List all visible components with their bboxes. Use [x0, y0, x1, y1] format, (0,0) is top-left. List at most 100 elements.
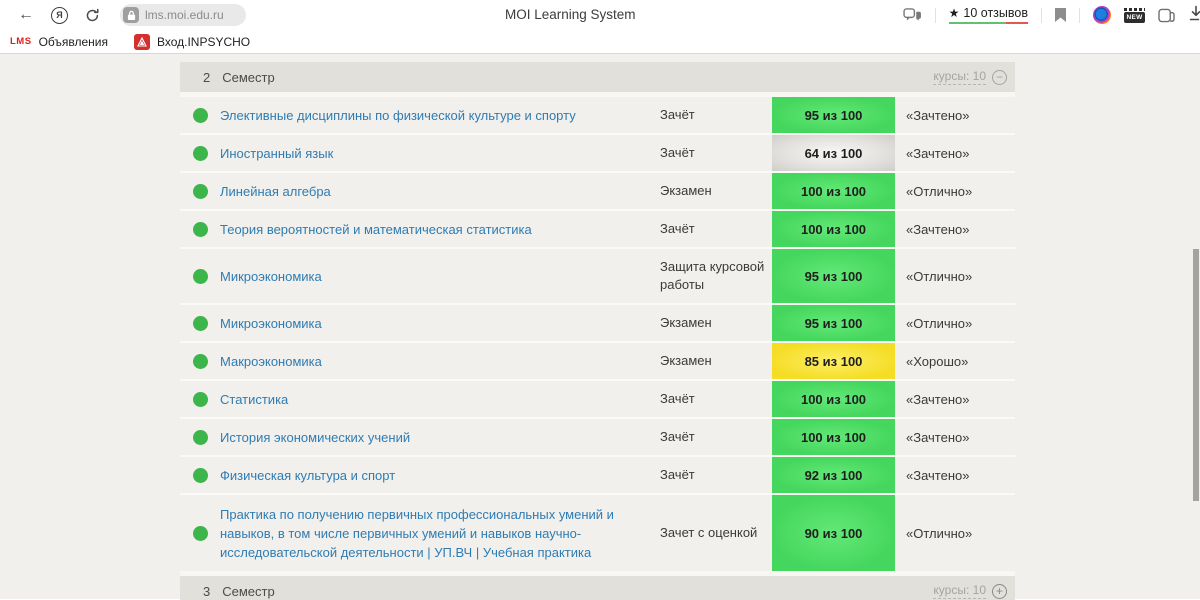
- semester-footer: 3 Семестр курсы: 10 +: [180, 576, 1015, 600]
- reviews-widget[interactable]: ★ 10 отзывов: [948, 5, 1028, 25]
- vertical-scrollbar[interactable]: [1193, 249, 1199, 501]
- reviews-count: 10 отзывов: [963, 5, 1028, 20]
- score-badge: 95 из 100: [772, 305, 895, 341]
- assessment-type: Зачёт: [660, 467, 695, 482]
- table-row: Макроэкономика Экзамен 85 из 100 «Хорошо…: [180, 343, 1015, 381]
- grade-text: «Отлично»: [906, 268, 973, 284]
- course-link[interactable]: Статистика: [220, 391, 289, 407]
- bookmark-item-inpsycho[interactable]: Вход.INPSYCHO: [133, 33, 251, 50]
- score-cell: 100 из 100: [772, 211, 895, 247]
- grades-table: 2 Семестр курсы: 10 − Элективные дисципл…: [180, 62, 1015, 600]
- bookmark-icon[interactable]: [1055, 8, 1066, 22]
- divider: [180, 92, 1015, 97]
- new-badge-icon[interactable]: NEW: [1124, 7, 1145, 23]
- semester-header: 2 Семестр курсы: 10 −: [180, 62, 1015, 92]
- table-row: Иностранный язык Зачёт 64 из 100 «Зачтен…: [180, 135, 1015, 173]
- score-badge: 64 из 100: [772, 135, 895, 171]
- score-badge: 100 из 100: [772, 211, 895, 247]
- course-link[interactable]: Физическая культура и спорт: [220, 467, 396, 483]
- course-cell: Практика по получению первичных професси…: [220, 505, 660, 562]
- course-cell: Иностранный язык: [220, 144, 660, 163]
- status-dot-icon: [192, 268, 208, 284]
- score-badge: 92 из 100: [772, 457, 895, 493]
- grade-text: «Отлично»: [906, 525, 973, 541]
- browser-toolbar: ← Я lms.moi.edu.ru MOI Learning System: [0, 0, 1200, 30]
- course-link[interactable]: История экономических учений: [220, 429, 411, 445]
- course-link[interactable]: Макроэкономика: [220, 353, 322, 369]
- course-link[interactable]: Теория вероятностей и математическая ста…: [220, 221, 532, 237]
- status-dot-icon: [192, 107, 208, 123]
- course-link[interactable]: Элективные дисциплины по физической куль…: [220, 107, 576, 123]
- score-cell: 95 из 100: [772, 97, 895, 133]
- separator: [934, 7, 936, 23]
- bookmark-label: Вход.INPSYCHO: [156, 34, 251, 49]
- course-cell: Микроэкономика: [220, 314, 660, 333]
- url-text: lms.moi.edu.ru: [145, 8, 224, 22]
- assessment-type: Зачёт: [660, 145, 695, 160]
- inpsycho-logo-icon: [133, 33, 150, 50]
- status-cell: [180, 249, 220, 303]
- address-bar[interactable]: lms.moi.edu.ru: [120, 4, 246, 26]
- divider: [180, 571, 1015, 576]
- course-cell: Линейная алгебра: [220, 182, 660, 201]
- table-row: Физическая культура и спорт Зачёт 92 из …: [180, 457, 1015, 495]
- score-badge: 100 из 100: [772, 173, 895, 209]
- collections-icon[interactable]: [1158, 8, 1175, 23]
- table-row: Микроэкономика Защита курсовой работы 95…: [180, 249, 1015, 305]
- table-row: Статистика Зачёт 100 из 100 «Зачтено»: [180, 381, 1015, 419]
- assessment-type: Экзамен: [660, 183, 712, 198]
- grade-text: «Зачтено»: [906, 429, 970, 445]
- status-cell: [180, 135, 220, 171]
- assessment-type: Защита курсовой работы: [660, 259, 765, 292]
- chat-bubbles-icon[interactable]: [903, 7, 922, 23]
- grade-text: «Зачтено»: [906, 391, 970, 407]
- courses-count-link[interactable]: курсы: 10: [933, 583, 986, 599]
- back-icon[interactable]: ←: [18, 6, 34, 23]
- status-cell: [180, 211, 220, 247]
- status-cell: [180, 305, 220, 341]
- score-badge: 90 из 100: [772, 495, 895, 571]
- grade-text: «Хорошо»: [906, 353, 969, 369]
- table-row: Микроэкономика Экзамен 95 из 100 «Отличн…: [180, 305, 1015, 343]
- score-badge: 95 из 100: [772, 97, 895, 133]
- course-link[interactable]: Линейная алгебра: [220, 183, 331, 199]
- course-cell: Статистика: [220, 390, 660, 409]
- score-cell: 95 из 100: [772, 249, 895, 303]
- course-link[interactable]: Микроэкономика: [220, 315, 322, 331]
- page-content: 2 Семестр курсы: 10 − Элективные дисципл…: [0, 54, 1200, 600]
- download-icon[interactable]: 2: [1188, 5, 1200, 27]
- table-row: История экономических учений Зачёт 100 и…: [180, 419, 1015, 457]
- grade-text: «Отлично»: [906, 315, 973, 331]
- course-cell: История экономических учений: [220, 428, 660, 447]
- bookmark-item-announcements[interactable]: LMS Объявления: [10, 35, 108, 49]
- collapse-icon[interactable]: −: [992, 69, 1007, 85]
- course-link[interactable]: Микроэкономика: [220, 268, 322, 284]
- refresh-icon[interactable]: [85, 8, 100, 23]
- extension-circle-icon[interactable]: [1093, 6, 1111, 24]
- marquee-dots: [1124, 7, 1145, 11]
- grade-text: «Зачтено»: [906, 145, 970, 161]
- status-cell: [180, 173, 220, 209]
- status-cell: [180, 457, 220, 493]
- course-cell: Теория вероятностей и математическая ста…: [220, 220, 660, 239]
- table-row: Практика по получению первичных професси…: [180, 495, 1015, 571]
- assessment-type: Зачет с оценкой: [660, 525, 758, 540]
- score-cell: 64 из 100: [772, 135, 895, 171]
- bookmark-label: Объявления: [38, 34, 108, 49]
- score-badge: 95 из 100: [772, 249, 895, 303]
- assessment-type: Зачёт: [660, 429, 695, 444]
- status-dot-icon: [192, 525, 208, 541]
- score-cell: 100 из 100: [772, 173, 895, 209]
- bookmarks-bar: LMS Объявления Вход.INPSYCHO: [0, 30, 1200, 54]
- course-link[interactable]: Практика по получению первичных професси…: [220, 506, 614, 560]
- expand-icon[interactable]: +: [992, 583, 1007, 599]
- course-cell: Микроэкономика: [220, 267, 660, 286]
- score-badge: 100 из 100: [772, 419, 895, 455]
- yandex-browser-icon[interactable]: Я: [51, 6, 68, 24]
- assessment-type: Экзамен: [660, 315, 712, 330]
- course-link[interactable]: Иностранный язык: [220, 145, 334, 161]
- status-cell: [180, 381, 220, 417]
- reviews-rating-bar: [948, 21, 1028, 25]
- status-cell: [180, 343, 220, 379]
- courses-count-link[interactable]: курсы: 10: [933, 69, 986, 85]
